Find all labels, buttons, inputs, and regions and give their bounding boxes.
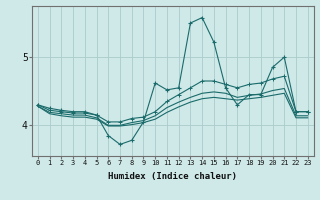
X-axis label: Humidex (Indice chaleur): Humidex (Indice chaleur) — [108, 172, 237, 181]
